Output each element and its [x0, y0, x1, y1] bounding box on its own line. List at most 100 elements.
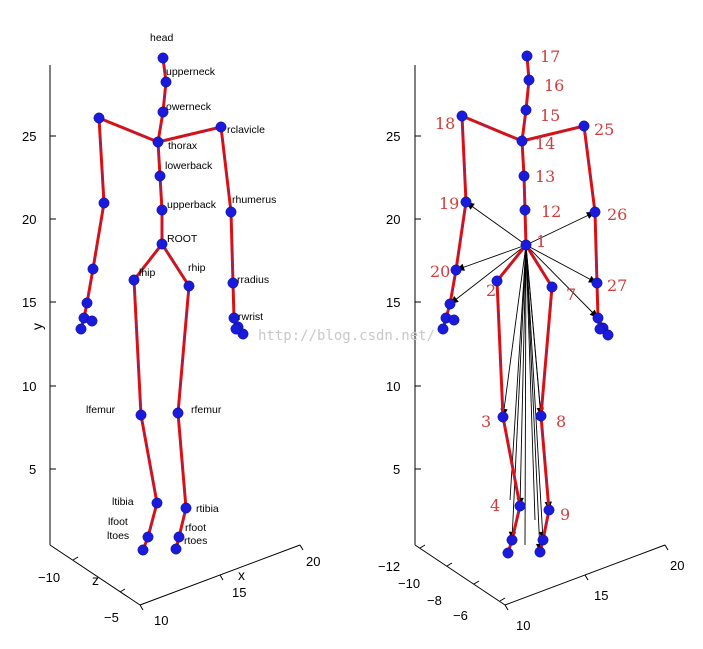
joint-label-rhip: rhip [188, 262, 206, 274]
joint-marker [151, 497, 163, 509]
joint-marker [543, 504, 555, 516]
joint-marker [578, 120, 590, 132]
joint-number-20: 20 [430, 262, 450, 281]
right-x-tick-label: 10 [516, 618, 530, 633]
joint-marker [502, 547, 514, 559]
joint-label-thorax: thorax [168, 140, 198, 152]
right-y-tick-label: 25 [386, 129, 400, 144]
joint-label-lfemur: lfemur [86, 404, 116, 416]
bone-segment [231, 281, 236, 320]
left-joint-labels: head upperneck owerneck thorax rclavicle lowe… [86, 32, 276, 547]
right-x-tick [504, 604, 509, 611]
joint-number-18: 18 [435, 114, 455, 133]
right-y-tick-label: 15 [386, 295, 400, 310]
joint-marker [506, 534, 518, 546]
bone-segment [156, 140, 162, 178]
vector-arrow [449, 244, 527, 305]
bone-segment [593, 210, 599, 285]
joint-marker [142, 531, 154, 543]
left-x-tick-label: 15 [232, 585, 246, 600]
bone-segment [520, 139, 526, 178]
bone-segment [448, 268, 458, 306]
bone-segment [501, 415, 522, 508]
left-z-axis-label: z [92, 572, 99, 588]
joint-number-4: 4 [490, 496, 500, 515]
bone-core [525, 244, 553, 288]
joint-marker [456, 110, 468, 122]
right-z-tick-label: −8 [427, 593, 442, 608]
joint-marker [497, 411, 509, 423]
joint-number-7: 7 [566, 285, 576, 304]
left-y-tick-label: 15 [22, 295, 36, 310]
joint-label-upperneck: upperneck [166, 66, 216, 78]
joint-marker [227, 277, 239, 289]
bone-core [92, 202, 105, 270]
vector-arrow [525, 244, 541, 553]
joint-marker [86, 315, 98, 327]
joint-number-19: 19 [439, 194, 459, 213]
joint-label-rtibia: rtibia [196, 503, 219, 515]
joint-label-upperback: upperback [167, 199, 217, 211]
joint-number-3: 3 [481, 412, 491, 431]
watermark-text: http://blog.csdn.net/ [258, 328, 435, 344]
joint-marker [75, 323, 87, 335]
joint-marker [520, 104, 532, 116]
joint-marker [534, 546, 546, 558]
joint-marker [156, 204, 168, 216]
vector-arrow [455, 244, 527, 271]
joint-marker [152, 136, 164, 148]
right-arrows [449, 201, 599, 553]
bone-core [98, 117, 159, 143]
bone-core [496, 244, 527, 282]
joint-label-rtoes: rtoes [184, 535, 207, 547]
joint-number-27: 27 [607, 276, 627, 295]
joint-marker [93, 112, 105, 124]
joint-marker [519, 204, 531, 216]
right-axes: 25 20 15 10 5 −12 −10 −8 −6 10 15 20 [378, 65, 684, 633]
joint-marker [157, 52, 169, 64]
bone-segment [146, 501, 159, 539]
vector-arrow [465, 201, 527, 246]
left-z-axis [49, 544, 141, 606]
joint-label-rfemur: rfemur [191, 404, 222, 416]
joint-label-rfoot: rfoot [185, 522, 206, 534]
joint-number-25: 25 [594, 120, 614, 139]
left-y-tick-label: 20 [22, 212, 36, 227]
left-x-tick [299, 544, 304, 551]
joint-marker [535, 410, 547, 422]
joint-marker [444, 298, 456, 310]
left-skeleton-joints [75, 52, 249, 556]
joint-marker [170, 543, 182, 555]
bone-core [161, 243, 190, 287]
left-x-axis-label: x [238, 567, 245, 583]
joint-marker [592, 312, 604, 324]
joint-marker [437, 323, 449, 335]
bone-core [133, 279, 142, 416]
right-x-tick-label: 20 [670, 558, 684, 573]
joint-marker [180, 502, 192, 514]
joint-marker [135, 409, 147, 421]
joint-marker [520, 239, 532, 251]
left-axes: 25 20 15 10 5 y −10 −5 z 10 15 20 x [22, 65, 320, 628]
bone-segment [522, 174, 527, 212]
joint-label-lhip: lhip [139, 267, 156, 279]
joint-marker [589, 206, 601, 218]
right-z-tick-label: −12 [378, 559, 400, 574]
vector-arrow [509, 244, 527, 501]
right-y-tick-label: 10 [386, 379, 400, 394]
joint-marker [128, 274, 140, 286]
joint-label-rwrist: rwrist [238, 311, 263, 323]
right-z-tick-label: −10 [398, 576, 420, 591]
bone-segment [176, 284, 191, 415]
left-y-tick-label: 25 [22, 129, 36, 144]
vector-arrow [519, 244, 527, 507]
joint-number-15: 15 [540, 106, 560, 125]
joint-marker [154, 170, 166, 182]
left-z-tick [72, 556, 79, 561]
right-z-tick-label: −6 [453, 608, 468, 623]
bone-core [461, 115, 467, 203]
joint-marker [521, 50, 533, 62]
bone-segment [158, 174, 164, 212]
joint-marker [523, 74, 535, 86]
